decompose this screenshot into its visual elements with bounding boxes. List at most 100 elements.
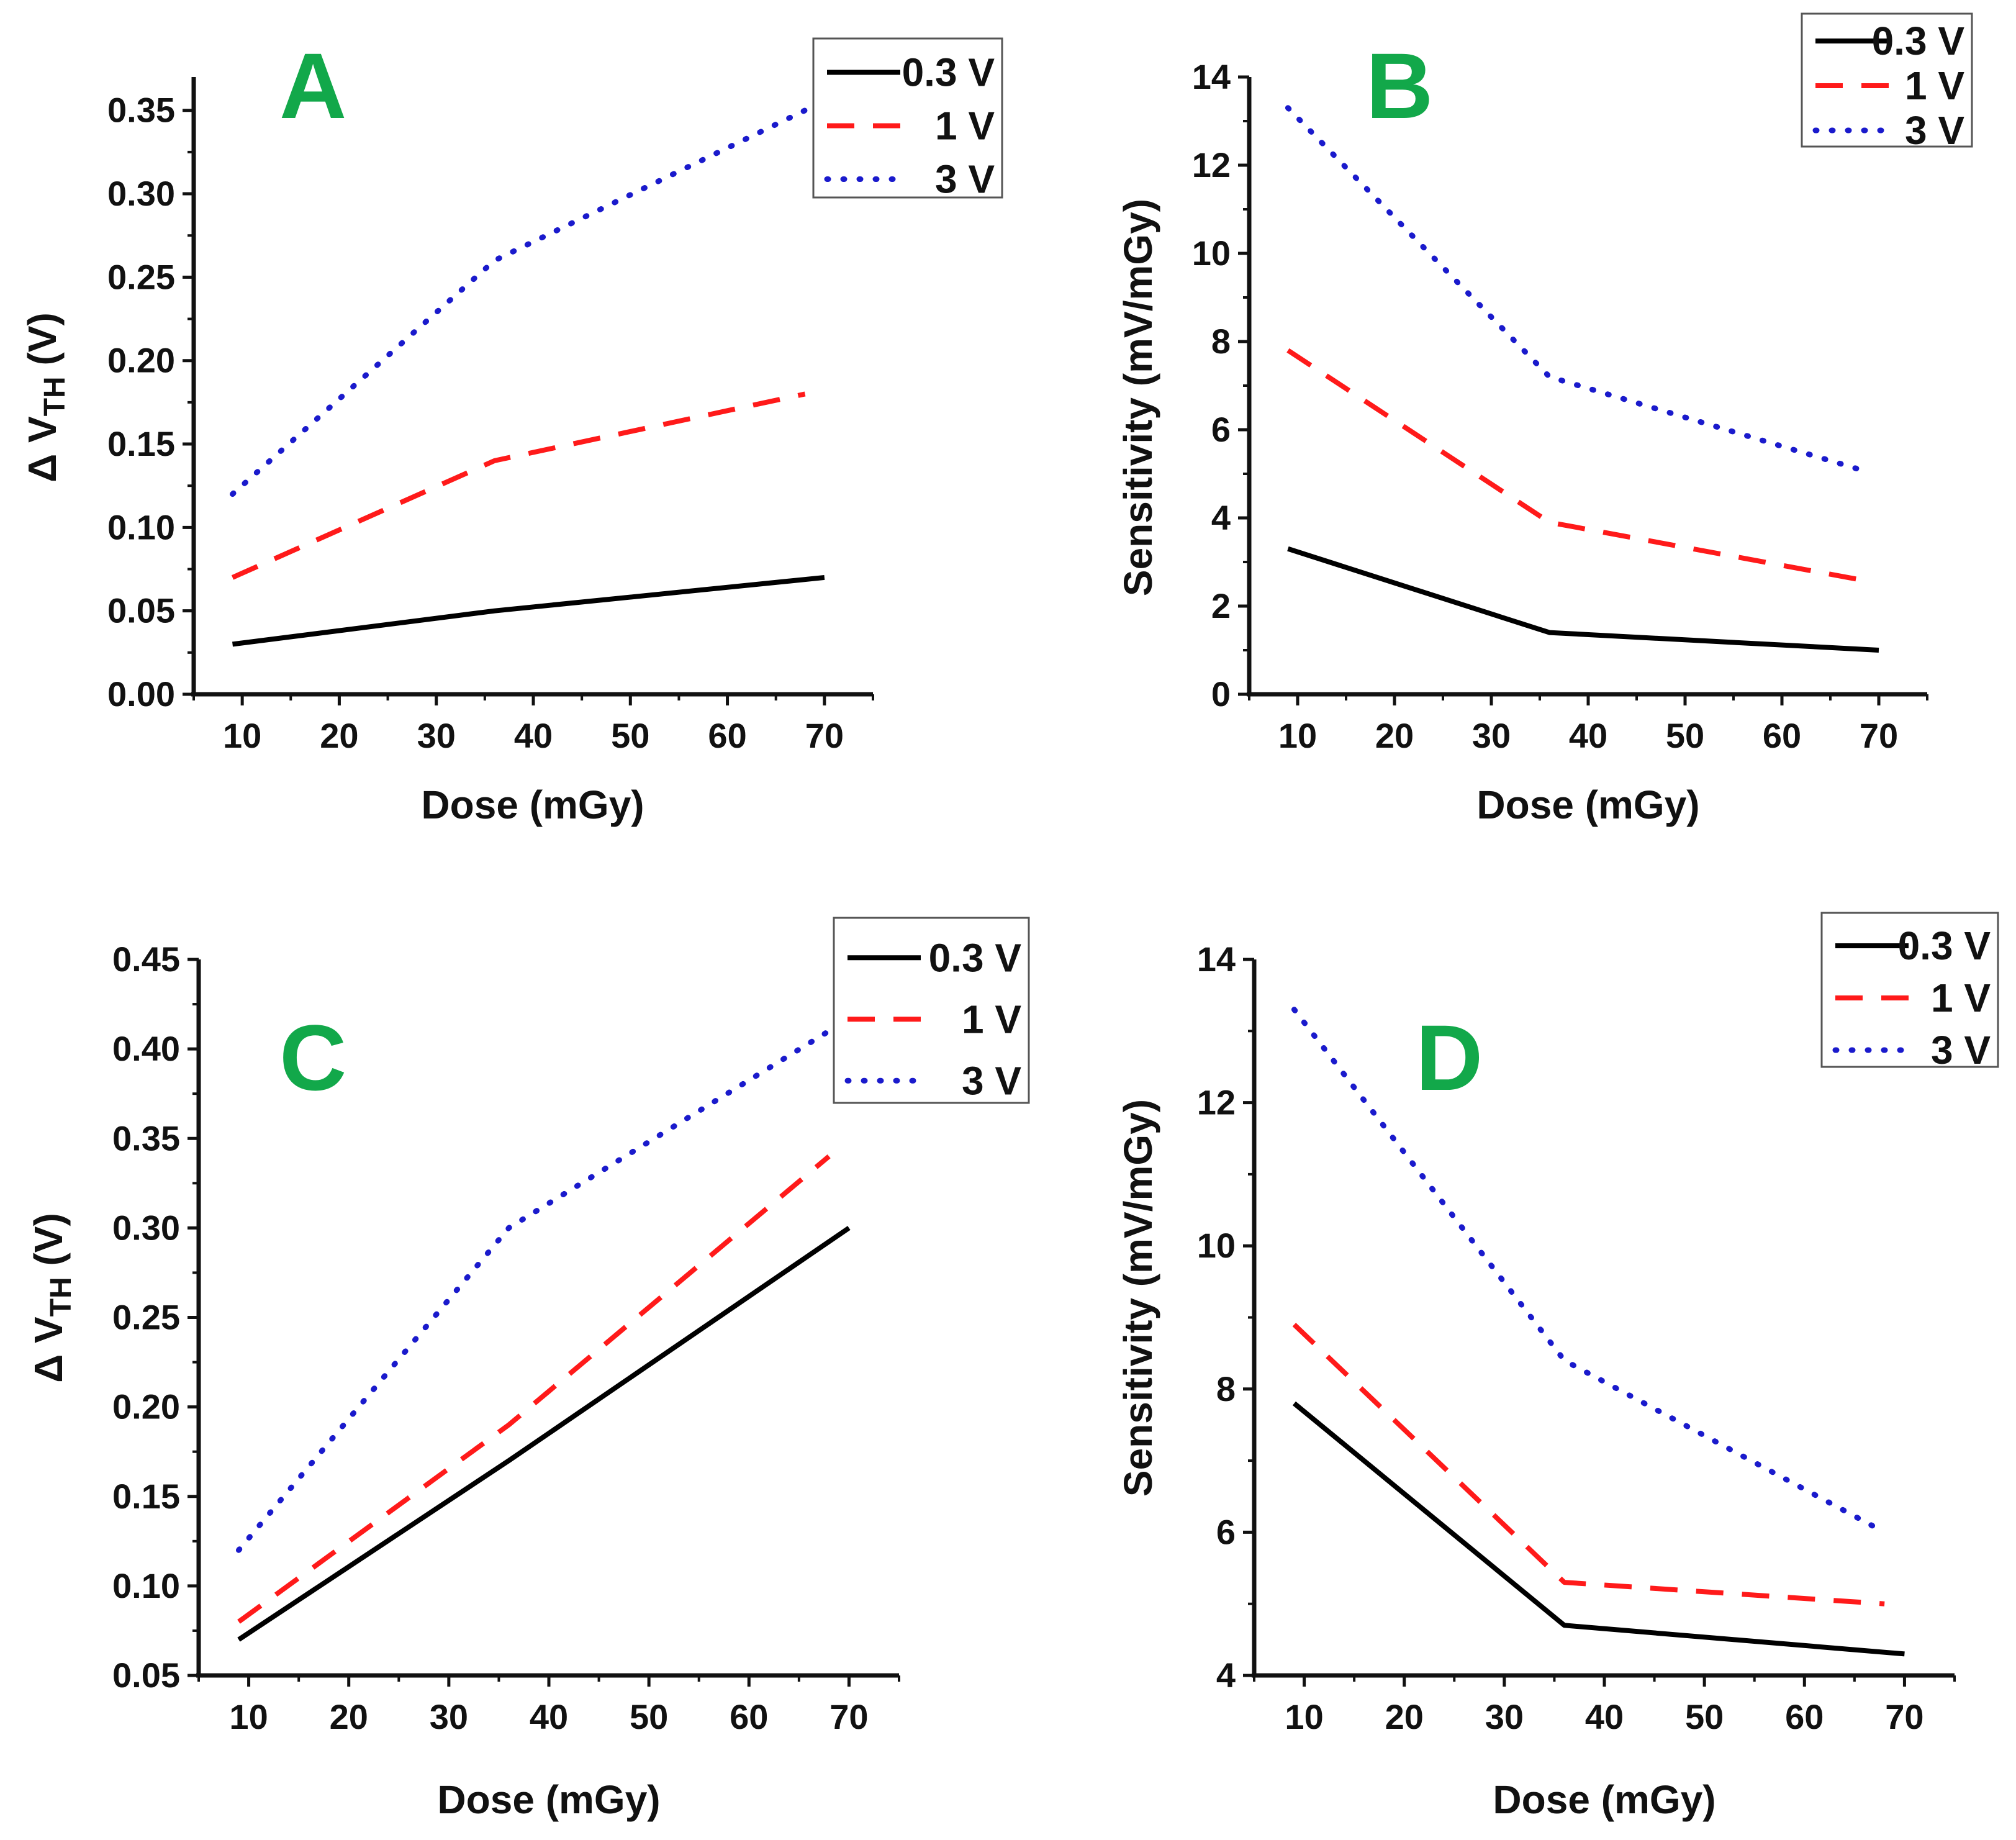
legend: 0.3 V 1 V 3 V bbox=[1820, 912, 1999, 1072]
chart-panel-d: 10 20 30 40 50 60 70 4 6 8 10 12 14 D 0.3 V 1 V 3 V Dose … bbox=[1116, 912, 1999, 1822]
series-line-3v bbox=[1285, 105, 1863, 473]
legend: 0.3 V 1 V 3 V bbox=[833, 917, 1030, 1104]
series-line-3v bbox=[235, 1028, 832, 1553]
legend-box bbox=[833, 917, 1030, 1104]
y-tick-label: 14 bbox=[1197, 940, 1236, 979]
y-tick-label: 0.15 bbox=[112, 1477, 180, 1516]
x-tick-label: 70 bbox=[1885, 1697, 1923, 1736]
legend: 0.3 V1 V3 V bbox=[1801, 12, 1973, 153]
x-tick-label: 50 bbox=[1685, 1697, 1724, 1736]
y-tick-label: 4 bbox=[1216, 1656, 1236, 1695]
legend-label: 3 V bbox=[1905, 108, 1964, 153]
y-tick-label: 0.15 bbox=[107, 424, 175, 463]
y-tick-label: 0.45 bbox=[112, 940, 180, 979]
x-tick-label: 20 bbox=[1375, 716, 1414, 755]
x-tick-label: 60 bbox=[708, 716, 746, 755]
series-line-1v bbox=[237, 1154, 831, 1624]
x-tick-label: 10 bbox=[1278, 716, 1317, 755]
chart-panel-c: 10 20 30 40 50 60 70 0.05 0.10 0.15 0.20 0.25 0.30 0.… bbox=[26, 917, 1030, 1822]
y-tick-label: 8 bbox=[1216, 1369, 1236, 1408]
x-tick-label: 70 bbox=[1860, 716, 1898, 755]
x-tick-label: 10 bbox=[1285, 1697, 1323, 1736]
legend-label: 0.3 V bbox=[902, 50, 995, 95]
y-tick-label: 0.20 bbox=[107, 341, 175, 380]
x-tick-label: 20 bbox=[1385, 1697, 1424, 1736]
series-line-03v bbox=[237, 1226, 851, 1642]
legend-label: 1 V bbox=[935, 104, 995, 148]
x-axis-title: Dose (mGy) bbox=[1493, 1777, 1715, 1822]
y-axis-title: Δ VTH (V) bbox=[20, 312, 71, 483]
legend-label: 0.3 V bbox=[929, 935, 1022, 980]
series-line-03v bbox=[1292, 1401, 1905, 1657]
y-tick-label: 10 bbox=[1197, 1226, 1236, 1265]
y-tick-label: 10 bbox=[1192, 233, 1231, 273]
y-tick-label: 12 bbox=[1192, 145, 1231, 184]
y-tick-label: 0.05 bbox=[107, 591, 175, 630]
legend-label: 1 V bbox=[962, 997, 1021, 1041]
legend-label: 3 V bbox=[1931, 1028, 1991, 1072]
series-line-3v bbox=[1291, 1007, 1887, 1535]
series-line-03v bbox=[232, 574, 825, 647]
y-tick-label: 0.05 bbox=[112, 1656, 180, 1695]
series-line-1v bbox=[1292, 1323, 1885, 1607]
x-tick-label: 60 bbox=[730, 1697, 768, 1736]
panel-letter: B bbox=[1366, 34, 1433, 138]
y-tick-label: 0.40 bbox=[112, 1029, 180, 1068]
legend-box bbox=[812, 37, 1003, 199]
x-tick-label: 30 bbox=[417, 716, 456, 755]
y-tick-label: 0.25 bbox=[107, 257, 175, 296]
x-tick-label: 60 bbox=[1763, 716, 1801, 755]
legend-label: 1 V bbox=[1931, 976, 1991, 1020]
y-tick-label: 0.10 bbox=[112, 1566, 180, 1605]
y-tick-label: 6 bbox=[1211, 410, 1231, 449]
y-tick-label: 6 bbox=[1216, 1512, 1236, 1551]
series-line-3v bbox=[230, 107, 808, 497]
panel-letter: C bbox=[279, 1005, 346, 1110]
x-tick-label: 40 bbox=[1585, 1697, 1624, 1736]
legend-label: 1 V bbox=[1905, 63, 1964, 108]
x-tick-label: 20 bbox=[320, 716, 358, 755]
y-tick-label: 0.10 bbox=[107, 507, 175, 546]
chart-panel-a: 10 20 30 40 50 60 70 0.00 0.05 0.10 0.15 0.20 0.25 0.… bbox=[20, 34, 1003, 827]
y-tick-label: 0.30 bbox=[107, 174, 175, 213]
legend-label: 0.3 V bbox=[1898, 923, 1991, 968]
series-line-1v bbox=[1286, 348, 1860, 582]
chart-panel-b: 10 20 30 40 50 60 70 0 2 4 6 8 10 12 14 B 0.3 V1 V3 V Dos… bbox=[1116, 12, 1973, 827]
y-tick-label: 8 bbox=[1211, 322, 1231, 361]
series-line-03v bbox=[1287, 546, 1879, 653]
y-axis-title: Sensitivity (mV/mGy) bbox=[1116, 199, 1160, 596]
x-tick-label: 50 bbox=[1666, 716, 1704, 755]
x-axis-title: Dose (mGy) bbox=[421, 782, 644, 827]
x-tick-label: 50 bbox=[611, 716, 649, 755]
legend-label: 0.3 V bbox=[1872, 19, 1965, 63]
y-tick-label: 0 bbox=[1211, 674, 1231, 714]
y-tick-label: 0.30 bbox=[112, 1208, 180, 1247]
series-line-1v bbox=[231, 391, 806, 580]
y-tick-label: 14 bbox=[1192, 57, 1231, 96]
y-tick-label: 0.20 bbox=[112, 1387, 180, 1426]
legend: 0.3 V1 V3 V bbox=[812, 37, 1003, 202]
x-tick-label: 40 bbox=[1569, 716, 1607, 755]
x-tick-label: 10 bbox=[223, 716, 261, 755]
y-axis-title: Sensitivity (mV/mGy) bbox=[1116, 1099, 1160, 1497]
x-tick-label: 30 bbox=[1485, 1697, 1524, 1736]
x-tick-label: 20 bbox=[330, 1697, 368, 1736]
y-tick-label: 12 bbox=[1197, 1083, 1236, 1122]
legend-box bbox=[1820, 912, 1999, 1068]
y-tick-label: 0.35 bbox=[107, 91, 175, 130]
x-tick-label: 30 bbox=[430, 1697, 468, 1736]
y-tick-label: 0.25 bbox=[112, 1298, 180, 1337]
y-axis-title-unit: (V) bbox=[26, 1213, 71, 1277]
x-axis-title: Dose (mGy) bbox=[1476, 782, 1699, 827]
y-axis-title-unit: (V) bbox=[20, 312, 65, 376]
y-tick-label: 2 bbox=[1211, 586, 1231, 625]
legend-label: 3 V bbox=[962, 1058, 1021, 1103]
panel-letter: D bbox=[1416, 1005, 1483, 1110]
x-tick-label: 50 bbox=[630, 1697, 668, 1736]
x-tick-label: 60 bbox=[1785, 1697, 1824, 1736]
x-tick-label: 70 bbox=[805, 716, 844, 755]
y-axis-title-main: Δ V bbox=[20, 416, 65, 483]
legend-box bbox=[1801, 12, 1973, 148]
x-tick-label: 30 bbox=[1472, 716, 1511, 755]
